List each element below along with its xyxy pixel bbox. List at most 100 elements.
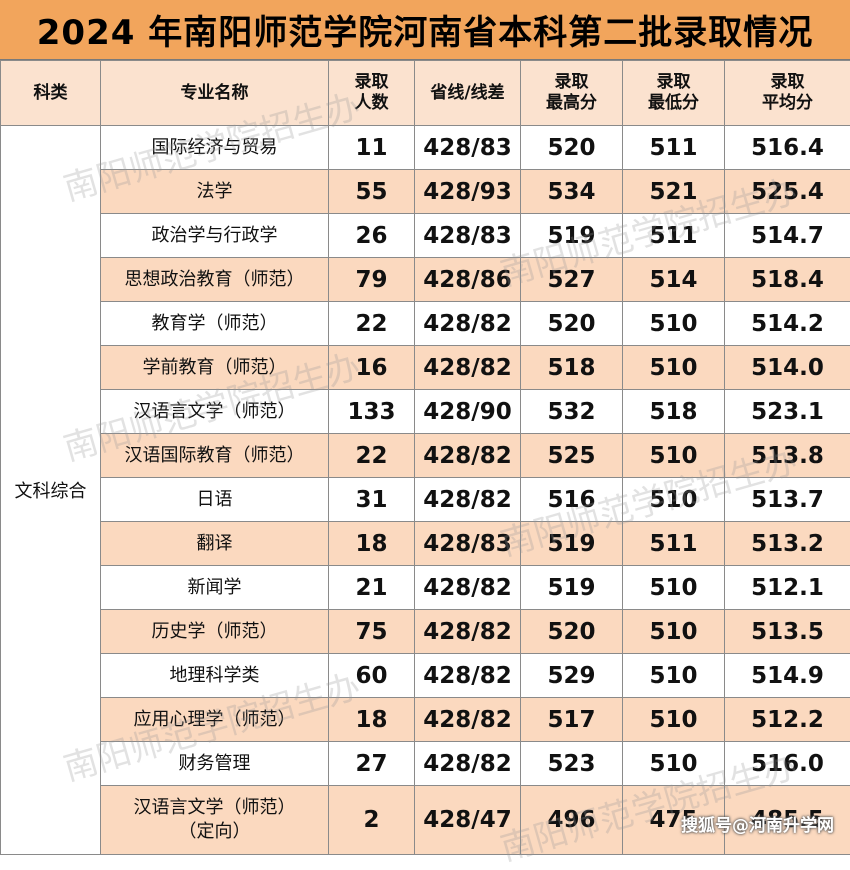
line-cell: 428/82 bbox=[415, 302, 521, 346]
line-cell: 428/82 bbox=[415, 698, 521, 742]
header-max: 录取最高分 bbox=[521, 61, 623, 126]
min-score-cell: 510 bbox=[623, 478, 725, 522]
header-min-line2: 最低分 bbox=[648, 93, 699, 113]
count-cell: 21 bbox=[329, 566, 415, 610]
max-score-cell: 532 bbox=[521, 390, 623, 434]
major-cell: 政治学与行政学 bbox=[101, 214, 329, 258]
max-score-cell: 523 bbox=[521, 742, 623, 786]
max-score-cell: 519 bbox=[521, 522, 623, 566]
major-cell: 思想政治教育（师范） bbox=[101, 258, 329, 302]
major-cell: 日语 bbox=[101, 478, 329, 522]
count-cell: 22 bbox=[329, 434, 415, 478]
min-score-cell: 521 bbox=[623, 170, 725, 214]
line-cell: 428/83 bbox=[415, 522, 521, 566]
line-cell: 428/83 bbox=[415, 126, 521, 170]
max-score-cell: 520 bbox=[521, 610, 623, 654]
line-cell: 428/82 bbox=[415, 742, 521, 786]
header-category: 科类 bbox=[1, 61, 101, 126]
avg-score-cell: 513.8 bbox=[725, 434, 850, 478]
header-max-line2: 最高分 bbox=[546, 93, 597, 113]
header-avg-line2: 平均分 bbox=[762, 93, 813, 113]
min-score-cell: 510 bbox=[623, 654, 725, 698]
count-cell: 18 bbox=[329, 522, 415, 566]
major-cell: 地理科学类 bbox=[101, 654, 329, 698]
major-cell: 历史学（师范） bbox=[101, 610, 329, 654]
source-credit: 搜狐号@河南升学网 bbox=[681, 811, 834, 836]
avg-score-cell: 516.4 bbox=[725, 126, 850, 170]
header-count-line2: 人数 bbox=[355, 93, 389, 113]
count-cell: 60 bbox=[329, 654, 415, 698]
line-cell: 428/83 bbox=[415, 214, 521, 258]
major-name-note: （定向） bbox=[179, 821, 251, 842]
major-name: 翻译 bbox=[197, 533, 233, 554]
major-name: 地理科学类 bbox=[170, 665, 260, 686]
major-name: 教育学（师范） bbox=[152, 313, 278, 334]
max-score-cell: 520 bbox=[521, 302, 623, 346]
max-score-cell: 527 bbox=[521, 258, 623, 302]
min-score-cell: 510 bbox=[623, 566, 725, 610]
line-cell: 428/47 bbox=[415, 786, 521, 855]
major-name: 新闻学 bbox=[188, 577, 242, 598]
header-max-line1: 录取 bbox=[555, 72, 589, 92]
major-cell: 汉语言文学（师范） bbox=[101, 390, 329, 434]
line-cell: 428/90 bbox=[415, 390, 521, 434]
avg-score-cell: 513.5 bbox=[725, 610, 850, 654]
min-score-cell: 510 bbox=[623, 302, 725, 346]
major-cell: 汉语言文学（师范）（定向） bbox=[101, 786, 329, 855]
major-cell: 应用心理学（师范） bbox=[101, 698, 329, 742]
page-title: 2024 年南阳师范学院河南省本科第二批录取情况 bbox=[0, 0, 850, 60]
major-name: 应用心理学（师范） bbox=[134, 709, 296, 730]
header-major: 专业名称 bbox=[101, 61, 329, 126]
avg-score-cell: 513.7 bbox=[725, 478, 850, 522]
max-score-cell: 516 bbox=[521, 478, 623, 522]
count-cell: 79 bbox=[329, 258, 415, 302]
min-score-cell: 510 bbox=[623, 610, 725, 654]
major-name: 国际经济与贸易 bbox=[152, 137, 278, 158]
major-name: 汉语言文学（师范） bbox=[134, 401, 296, 422]
count-cell: 75 bbox=[329, 610, 415, 654]
count-cell: 11 bbox=[329, 126, 415, 170]
header-min-line1: 录取 bbox=[657, 72, 691, 92]
min-score-cell: 510 bbox=[623, 742, 725, 786]
major-cell: 财务管理 bbox=[101, 742, 329, 786]
count-cell: 2 bbox=[329, 786, 415, 855]
min-score-cell: 518 bbox=[623, 390, 725, 434]
min-score-cell: 510 bbox=[623, 698, 725, 742]
major-cell: 翻译 bbox=[101, 522, 329, 566]
avg-score-cell: 516.0 bbox=[725, 742, 850, 786]
line-cell: 428/93 bbox=[415, 170, 521, 214]
max-score-cell: 518 bbox=[521, 346, 623, 390]
max-score-cell: 519 bbox=[521, 566, 623, 610]
max-score-cell: 519 bbox=[521, 214, 623, 258]
min-score-cell: 510 bbox=[623, 434, 725, 478]
header-min: 录取最低分 bbox=[623, 61, 725, 126]
avg-score-cell: 518.4 bbox=[725, 258, 850, 302]
min-score-cell: 510 bbox=[623, 346, 725, 390]
min-score-cell: 511 bbox=[623, 126, 725, 170]
min-score-cell: 511 bbox=[623, 522, 725, 566]
major-name: 法学 bbox=[197, 181, 233, 202]
line-cell: 428/82 bbox=[415, 434, 521, 478]
avg-score-cell: 525.4 bbox=[725, 170, 850, 214]
max-score-cell: 496 bbox=[521, 786, 623, 855]
line-cell: 428/82 bbox=[415, 654, 521, 698]
major-name: 历史学（师范） bbox=[152, 621, 278, 642]
admission-table: 科类 专业名称 录取人数 省线/线差 录取最高分 录取最低分 录取平均分 文科综… bbox=[0, 60, 850, 855]
major-cell: 汉语国际教育（师范） bbox=[101, 434, 329, 478]
major-cell: 学前教育（师范） bbox=[101, 346, 329, 390]
major-name: 政治学与行政学 bbox=[152, 225, 278, 246]
max-score-cell: 520 bbox=[521, 126, 623, 170]
avg-score-cell: 514.2 bbox=[725, 302, 850, 346]
header-avg-line1: 录取 bbox=[771, 72, 805, 92]
